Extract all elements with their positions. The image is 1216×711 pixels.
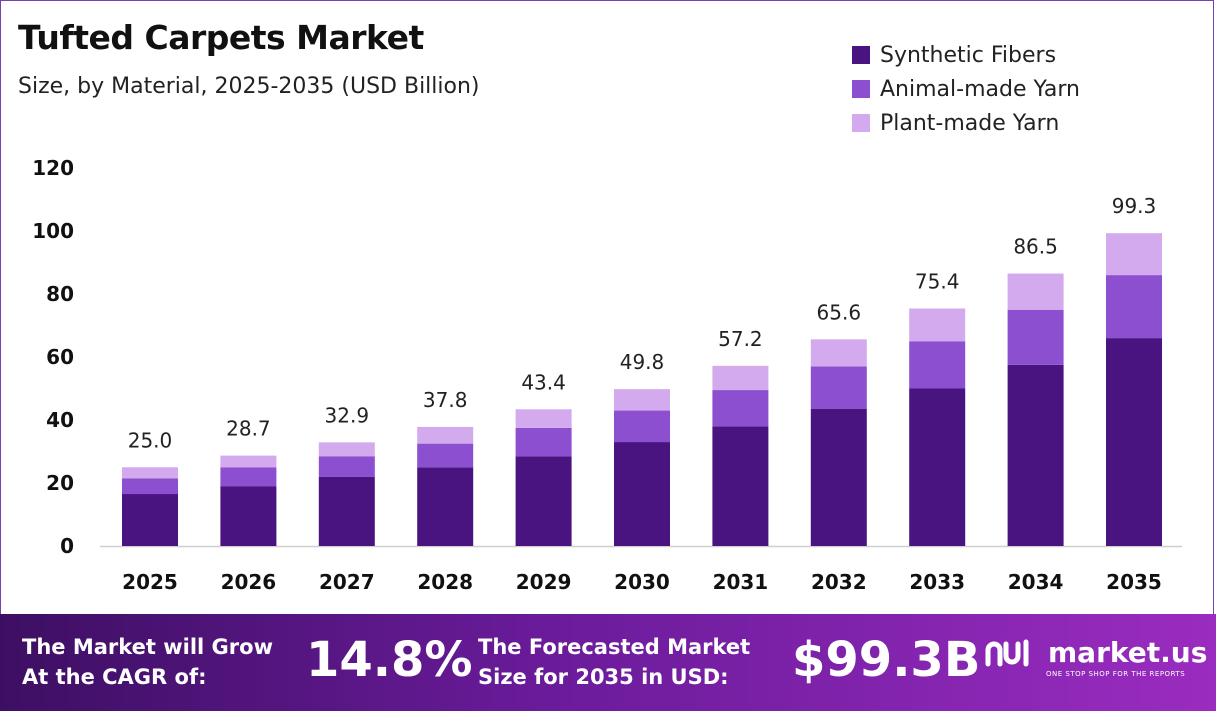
data-label-total: 75.4: [915, 269, 960, 293]
bar-segment-synthetic: [220, 486, 277, 546]
bar-segment-plant: [122, 467, 178, 479]
bar-segment-synthetic: [515, 456, 572, 546]
y-tick-label: 60: [46, 345, 74, 369]
forecast-caption-line1: The Forecasted Market: [478, 635, 751, 659]
bar-segment-synthetic: [122, 494, 178, 546]
x-tick-label: 2034: [1008, 570, 1064, 594]
brand-name: market.us: [1048, 636, 1208, 669]
bar-segment-synthetic: [1106, 338, 1162, 546]
y-tick-label: 100: [32, 219, 74, 243]
bar-segment-plant: [1106, 233, 1162, 276]
y-tick-label: 20: [46, 471, 74, 495]
bar-segment-plant: [909, 308, 966, 342]
bar-segment-synthetic: [712, 426, 769, 546]
data-label-total: 49.8: [620, 350, 665, 374]
bar-segment-animal: [712, 390, 769, 427]
data-label-total: 86.5: [1013, 235, 1058, 259]
x-tick-label: 2025: [122, 570, 178, 594]
bar-chart: 0 20 40 60 80 100 120 25.0 2025 28.7 2026 32.9 2027 3…: [32, 156, 1182, 594]
brand-tagline: ONE STOP SHOP FOR THE REPORTS: [1046, 670, 1186, 678]
forecast-caption-line2: Size for 2035 in USD:: [478, 665, 729, 689]
x-tick-label: 2033: [909, 570, 965, 594]
data-label-total: 65.6: [817, 300, 862, 324]
forecast-value: $99.3B: [792, 632, 981, 688]
data-label-total: 57.2: [718, 327, 763, 351]
x-tick-label: 2031: [713, 570, 769, 594]
cagr-caption: The Market will Grow At the CAGR of:: [22, 632, 273, 692]
data-label-total: 28.7: [226, 417, 271, 441]
legend-label: Animal-made Yarn: [880, 76, 1080, 102]
y-tick-label: 80: [46, 282, 74, 306]
bar-segment-synthetic: [1007, 364, 1064, 546]
bar-segment-plant: [810, 339, 867, 367]
legend-item-synthetic: Synthetic Fibers: [852, 38, 1080, 72]
data-label-total: 25.0: [128, 428, 173, 452]
x-tick-label: 2029: [516, 570, 572, 594]
cagr-value: 14.8%: [306, 632, 473, 688]
chart-subtitle: Size, by Material, 2025-2035 (USD Billio…: [18, 74, 480, 99]
y-tick-label: 40: [46, 408, 74, 432]
data-label-total: 37.8: [423, 388, 468, 412]
bar-segment-plant: [614, 389, 670, 411]
legend-item-animal: Animal-made Yarn: [852, 72, 1080, 106]
y-tick-label: 120: [32, 156, 74, 180]
bar-segment-animal: [417, 443, 474, 468]
bar-segment-plant: [515, 409, 572, 428]
bar-segment-plant: [1007, 273, 1064, 310]
x-tick-label: 2027: [319, 570, 375, 594]
x-tick-label: 2026: [221, 570, 277, 594]
y-tick-label: 0: [60, 534, 74, 558]
bar-segment-plant: [318, 442, 375, 457]
bar-segment-synthetic: [417, 467, 474, 546]
legend-swatch: [852, 46, 870, 64]
x-tick-label: 2032: [811, 570, 867, 594]
legend-label: Synthetic Fibers: [880, 42, 1057, 68]
bar-segment-animal: [909, 341, 966, 389]
bar-segment-synthetic: [810, 408, 867, 546]
bar-segment-plant: [220, 455, 277, 468]
bar-segment-animal: [122, 478, 178, 495]
bar-segment-synthetic: [318, 476, 375, 546]
bar-segment-animal: [1106, 275, 1162, 339]
legend-swatch: [852, 114, 870, 132]
bar-segment-animal: [220, 467, 277, 487]
bar-segment-animal: [515, 427, 572, 457]
brand-logo[interactable]: market.us: [984, 636, 1207, 670]
cagr-caption-line2: At the CAGR of:: [22, 665, 207, 689]
legend: Synthetic Fibers Animal-made Yarn Plant-…: [852, 38, 1080, 140]
data-label-total: 99.3: [1112, 194, 1157, 218]
x-tick-label: 2030: [614, 570, 670, 594]
bar-segment-animal: [318, 456, 375, 477]
legend-swatch: [852, 80, 870, 98]
legend-item-plant: Plant-made Yarn: [852, 106, 1080, 140]
chart-title: Tufted Carpets Market: [18, 18, 424, 57]
x-tick-label: 2035: [1106, 570, 1162, 594]
data-label-total: 43.4: [521, 370, 566, 394]
footer-banner: The Market will Grow At the CAGR of: 14.…: [0, 614, 1216, 711]
data-label-total: 32.9: [325, 403, 370, 427]
cagr-caption-line1: The Market will Grow: [22, 635, 273, 659]
bar-segment-animal: [810, 366, 867, 409]
legend-label: Plant-made Yarn: [880, 110, 1060, 136]
bar-segment-animal: [1007, 309, 1064, 365]
bar-segment-plant: [417, 426, 474, 444]
bar-segment-synthetic: [614, 442, 670, 546]
market-us-logo-icon: [985, 639, 1029, 667]
x-tick-label: 2028: [417, 570, 473, 594]
bar-segment-animal: [614, 410, 670, 443]
bar-segment-plant: [712, 365, 769, 391]
forecast-caption: The Forecasted Market Size for 2035 in U…: [478, 632, 750, 692]
bar-segment-synthetic: [909, 388, 966, 546]
